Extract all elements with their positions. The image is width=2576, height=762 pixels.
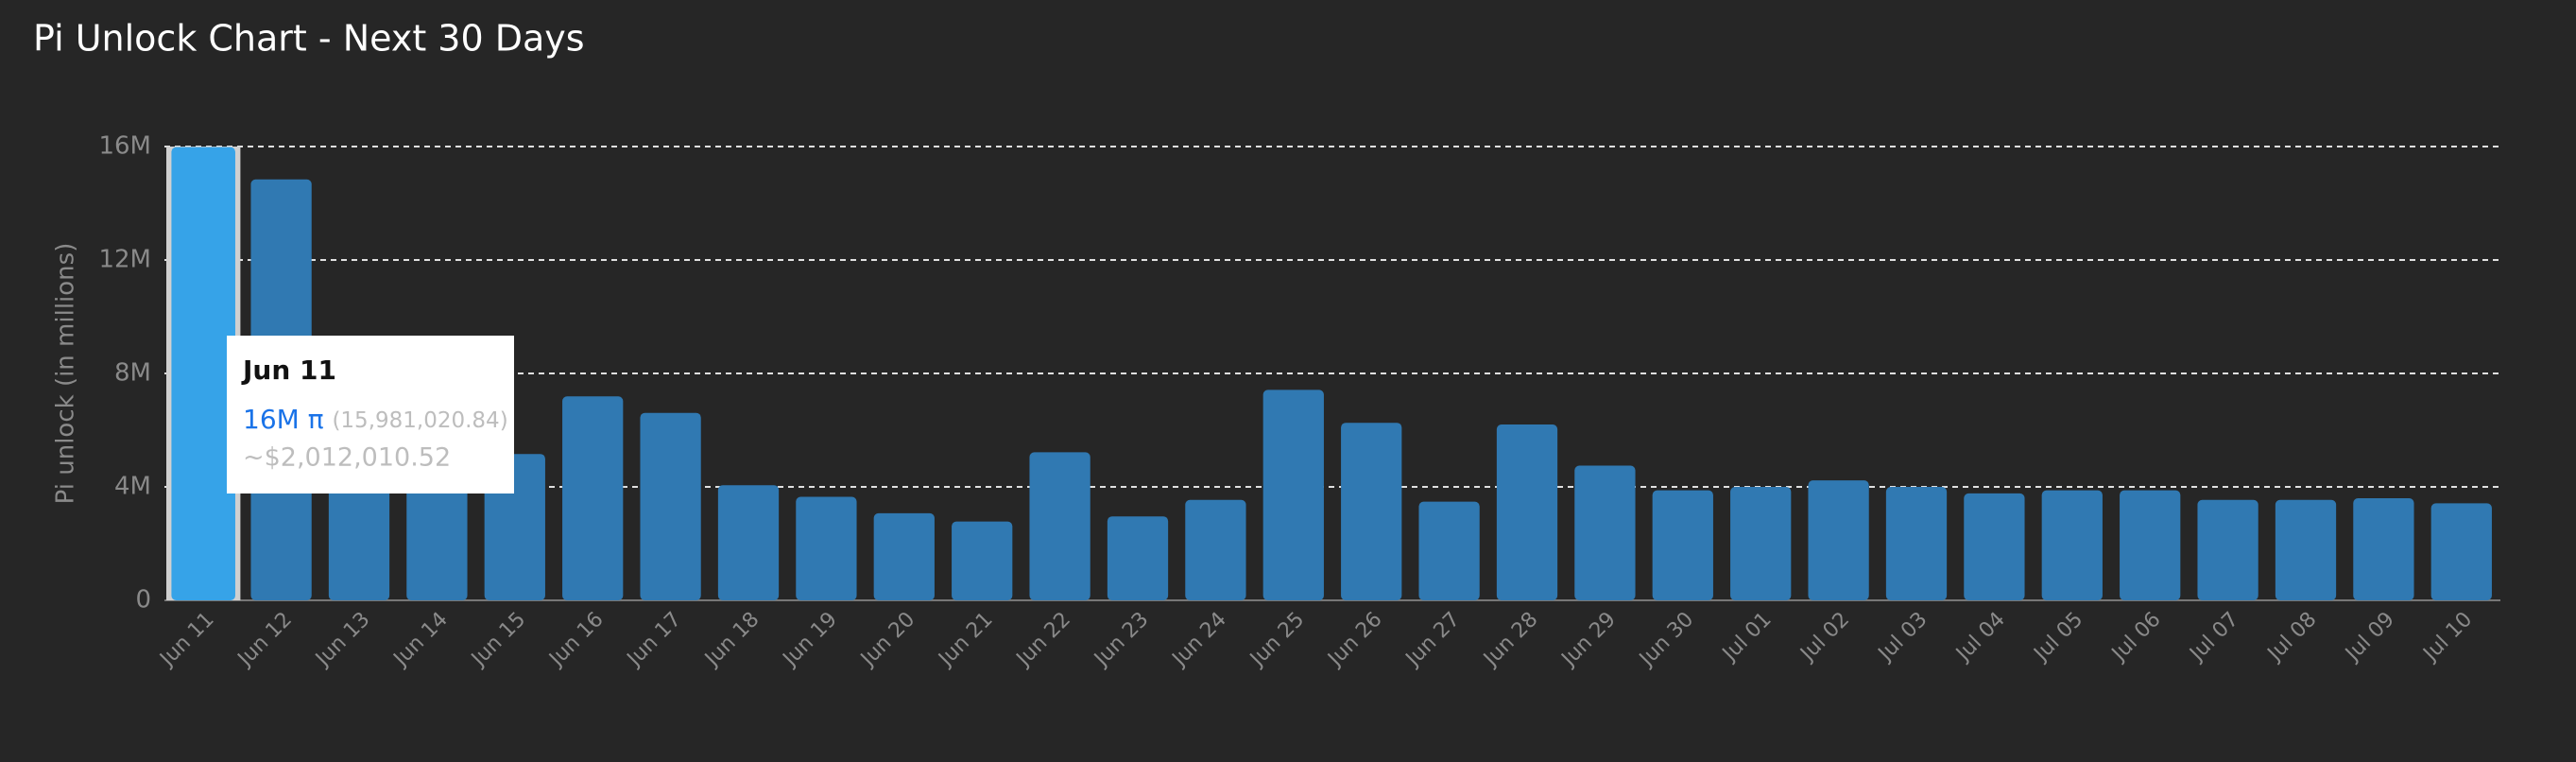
chart-title: Pi Unlock Chart - Next 30 Days bbox=[33, 18, 585, 60]
bar[interactable] bbox=[717, 485, 780, 600]
bar[interactable] bbox=[1107, 516, 1169, 600]
bar[interactable] bbox=[406, 481, 468, 600]
bar[interactable] bbox=[1262, 390, 1324, 600]
y-tick-label: 16M bbox=[98, 132, 151, 161]
tooltip-box bbox=[227, 336, 514, 494]
bar[interactable] bbox=[1496, 424, 1558, 600]
bar[interactable] bbox=[2353, 498, 2414, 600]
bar[interactable] bbox=[1418, 501, 1480, 600]
tooltip-usd: ~$2,012,010.52 bbox=[243, 443, 451, 473]
y-axis-label: Pi unlock (in millions) bbox=[52, 243, 80, 505]
bar[interactable] bbox=[640, 412, 701, 600]
bar[interactable] bbox=[171, 147, 235, 600]
tooltip-value-short: 16M π bbox=[243, 404, 324, 435]
bar[interactable] bbox=[1574, 465, 1636, 601]
bar[interactable] bbox=[1341, 423, 1402, 600]
bar[interactable] bbox=[1730, 487, 1792, 600]
bar[interactable] bbox=[2041, 490, 2103, 600]
y-tick-label: 0 bbox=[135, 586, 151, 615]
bar[interactable] bbox=[1885, 487, 1948, 600]
bar[interactable] bbox=[1964, 493, 2025, 600]
bar[interactable] bbox=[562, 396, 624, 600]
tooltip-title: Jun 11 bbox=[241, 355, 336, 386]
bar[interactable] bbox=[328, 473, 390, 600]
bar[interactable] bbox=[1652, 490, 1713, 600]
tooltip-value: 16M π (15,981,020.84) bbox=[243, 404, 508, 435]
bar[interactable] bbox=[2275, 499, 2337, 600]
y-tick-label: 12M bbox=[98, 246, 151, 274]
tooltip-value-exact: (15,981,020.84) bbox=[332, 408, 507, 433]
bar[interactable] bbox=[873, 512, 935, 600]
bar[interactable] bbox=[952, 521, 1013, 600]
bar[interactable] bbox=[1808, 480, 1869, 600]
bar[interactable] bbox=[2197, 499, 2258, 600]
y-tick-label: 8M bbox=[114, 359, 151, 388]
bar[interactable] bbox=[796, 496, 857, 601]
tooltip: Jun 11 16M π (15,981,020.84) ~$2,012,010.5… bbox=[227, 336, 514, 494]
y-tick-label: 4M bbox=[114, 473, 151, 501]
bar[interactable] bbox=[1029, 452, 1091, 600]
bar[interactable] bbox=[2430, 503, 2492, 600]
bar[interactable] bbox=[1185, 499, 1246, 600]
bar[interactable] bbox=[2120, 490, 2181, 600]
